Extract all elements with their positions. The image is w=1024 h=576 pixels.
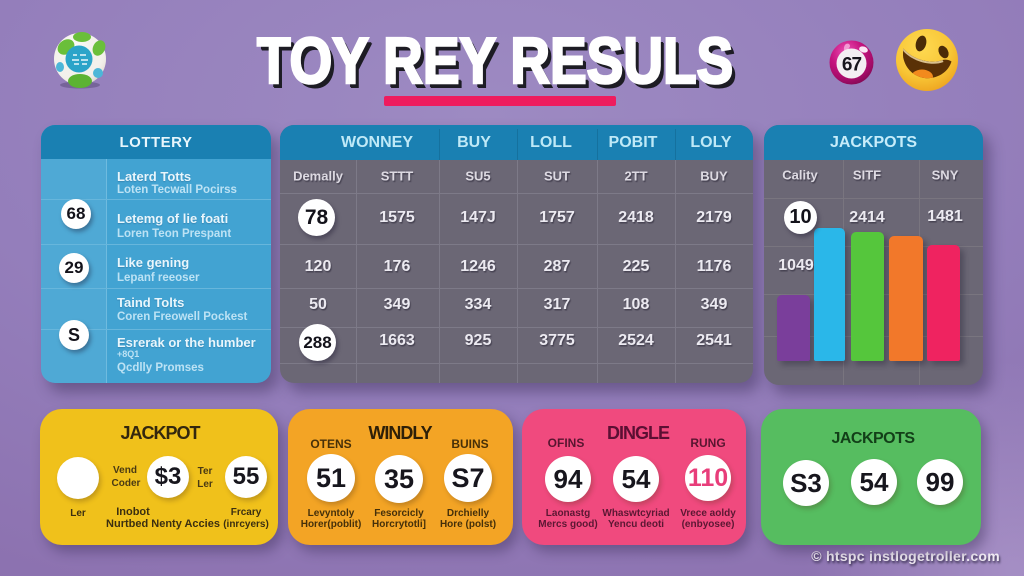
svg-text:67: 67 — [842, 55, 862, 76]
